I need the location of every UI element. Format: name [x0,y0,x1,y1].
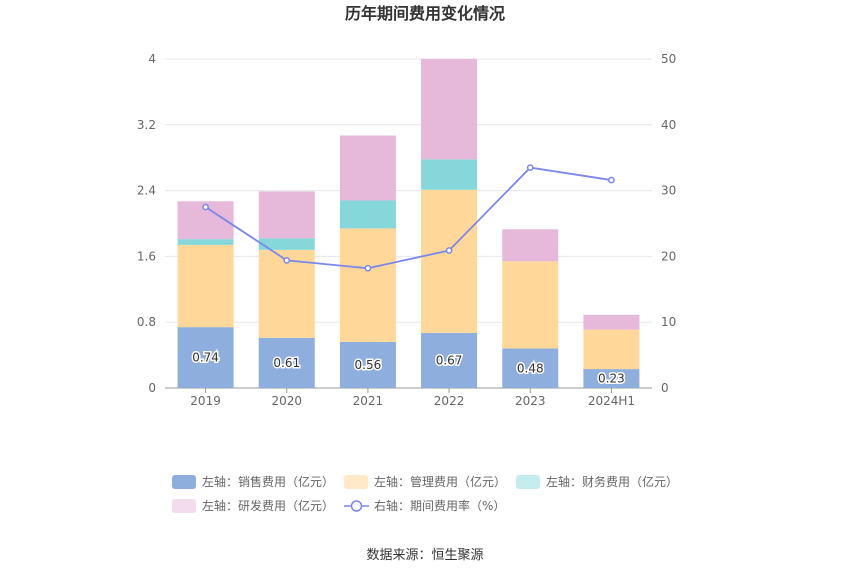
data-label: 0.61 [273,356,300,370]
x-tick-label: 2021 [353,394,384,408]
bar-segment [177,327,234,388]
rate-point [526,164,534,171]
bars [177,59,640,388]
rate-line [202,164,615,272]
bar-labels: 0.74 0.61 0.56 0.67 0.48 0.23 [191,349,627,387]
bar-segment [583,369,640,388]
x-tick-label: 2024H1 [588,394,635,408]
legend: 左轴：销售费用（亿元） 左轴：管理费用（亿元） 左轴：财务费用（亿元） 左轴：研发费用… [172,474,678,513]
rate-point [202,203,209,211]
data-label: 0.74 [192,351,219,365]
legend-swatch [172,475,196,489]
bar-segment [258,337,315,388]
bar-segment [177,239,234,245]
bar-segment [502,348,559,388]
x-tick-label: 2020 [271,394,302,408]
rate-point [283,256,291,264]
bar-segment [339,200,396,229]
left-axis: 0 0.8 1.6 2.4 3.2 4 [137,52,156,395]
legend-swatch [172,499,196,513]
x-tick-label: 2023 [515,394,546,408]
bar-segment [583,314,640,330]
x-tick-label: 2019 [190,394,221,408]
legend-label: 左轴：财务费用（亿元） [546,474,678,489]
legend-label: 左轴：管理费用（亿元） [374,474,506,489]
right-axis: 0 10 20 30 40 50 [661,52,676,395]
bar-segment [583,329,640,370]
left-tick-label: 1.6 [137,249,156,263]
bar-segment [421,332,478,388]
bar-segment [502,229,559,262]
rate-point [608,176,615,184]
bar-segment [339,228,396,342]
legend-label: 右轴：期间费用率（%） [374,498,505,513]
right-tick-label: 0 [661,381,669,395]
left-tick-label: 3.2 [137,118,156,132]
right-tick-label: 40 [661,118,676,132]
rate-point [364,264,372,272]
rate-line-path [205,166,612,270]
legend-swatch [516,475,540,489]
bar-segment [258,238,315,250]
bar-segment [502,261,559,349]
bar-segment [339,341,396,388]
right-tick-label: 10 [661,315,676,329]
rate-point [445,247,453,254]
bar-segment [258,249,315,338]
data-label: 0.48 [517,361,544,375]
data-label: 0.23 [598,372,625,386]
left-tick-label: 2.4 [137,184,156,198]
data-label: 0.56 [355,358,382,372]
bar-segment [421,159,478,190]
right-tick-label: 20 [661,249,676,263]
bar-segment [258,191,315,239]
bar-segment [421,59,478,160]
source-note: 数据来源：恒生聚源 [366,548,483,563]
right-tick-label: 30 [661,184,676,198]
legend-label: 左轴：研发费用（亿元） [202,498,334,513]
left-tick-label: 0.8 [137,315,156,329]
right-tick-label: 50 [661,52,676,66]
left-tick-label: 4 [148,52,156,66]
x-axis: 2019 2020 2021 2022 2023 2024H1 [190,388,635,408]
bar-segment [177,244,234,328]
legend-marker-icon [350,500,363,512]
legend-label: 左轴：销售费用（亿元） [202,474,334,489]
x-tick-label: 2022 [434,394,465,408]
bar-segment [339,135,396,201]
legend-swatch [344,475,368,489]
data-label: 0.67 [436,353,463,367]
grid [165,58,652,389]
chart-title: 历年期间费用变化情况 [345,4,505,23]
bar-segment [421,189,478,333]
left-tick-label: 0 [148,381,156,395]
